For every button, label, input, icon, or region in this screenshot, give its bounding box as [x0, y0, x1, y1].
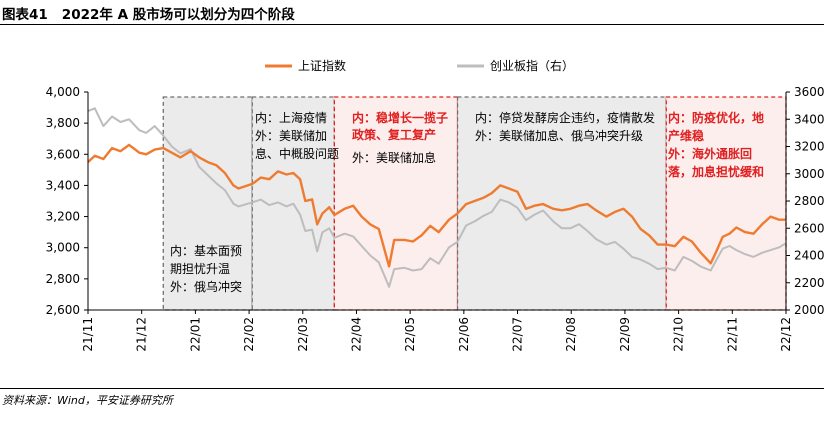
phase-2-text-line: 外：美联储加	[255, 128, 327, 143]
x-tick-label: 22/05	[403, 317, 417, 352]
figure-title-text: 2022年 A 股市场可以划分为四个阶段	[61, 7, 295, 23]
phase-4-text-line: 内：停贷发酵房企违约，疫情散发	[475, 110, 655, 125]
left-tick-label: 2,800	[46, 272, 80, 286]
phase-box-1	[162, 96, 253, 311]
right-tick-label: 3000	[794, 167, 824, 181]
phase-1-text-line: 期担忧升温	[170, 262, 230, 276]
right-tick-label: 2200	[794, 276, 824, 290]
phase-1-text-line: 外：俄乌冲突	[170, 279, 242, 294]
left-tick-label: 2,600	[46, 303, 80, 317]
title-rule	[0, 24, 824, 25]
legend-label-sse: 上证指数	[298, 58, 346, 73]
x-tick-label: 22/10	[672, 317, 686, 352]
x-tick-label: 21/11	[81, 317, 95, 352]
x-tick-label: 22/02	[242, 317, 256, 352]
legend-label-chinext: 创业板指（右）	[490, 58, 574, 73]
x-tick-label: 22/11	[725, 317, 739, 352]
chinext-index-line	[87, 107, 787, 288]
phase-5-text-line: 落，加息担忧缓和	[668, 164, 764, 179]
series-lines	[87, 107, 787, 288]
phase-2-text-line: 息、中概股问题	[255, 146, 339, 161]
left-tick-label: 3,400	[46, 178, 80, 192]
right-tick-label: 3200	[794, 140, 824, 154]
x-tick-label: 22/04	[349, 317, 363, 352]
phase-3-text-extra: 外：美联储加息	[352, 150, 436, 165]
phase-2-text-line: 内：上海疫情	[255, 110, 327, 125]
phase-1-text-line: 内：基本面预	[170, 244, 242, 258]
right-tick-label: 3600	[794, 85, 824, 99]
x-tick-label: 22/09	[618, 317, 632, 352]
x-tick-label: 22/06	[457, 317, 471, 352]
sse-index-line	[87, 143, 786, 268]
right-tick-label: 2000	[794, 303, 824, 317]
left-tick-label: 3,800	[46, 116, 80, 130]
phase-4-text-line: 外：美联储加息、俄乌冲突升级	[475, 128, 643, 143]
x-tick-label: 22/01	[188, 317, 202, 352]
right-tick-label: 3400	[794, 112, 824, 126]
x-tick-label: 22/08	[564, 317, 578, 352]
phase-5-text-line: 产维稳	[668, 128, 704, 143]
x-tick-label: 22/03	[296, 317, 310, 352]
right-tick-label: 2400	[794, 249, 824, 263]
left-tick-label: 3,000	[46, 241, 80, 255]
phase-5-text-line: 内：防疫优化，地	[668, 110, 764, 125]
phase-box-4	[456, 96, 667, 311]
chart: 4,000 3,800 3,600 3,400 3,200 3,000 2,800 2,600…	[46, 58, 824, 352]
right-tick-label: 2600	[794, 221, 824, 235]
source-note: 资料来源：Wind，平安证券研究所	[2, 394, 173, 407]
phase-5-text-line: 外：海外通胀回	[668, 146, 752, 161]
axes: 4,000 3,800 3,600 3,400 3,200 3,000 2,800 2,600…	[46, 85, 824, 352]
right-tick-label: 2800	[794, 194, 824, 208]
phase-3-text-line: 内：稳增长一揽子	[352, 110, 448, 125]
source-rule	[0, 388, 824, 389]
x-tick-label: 22/07	[511, 317, 525, 352]
phase-box-5	[665, 96, 787, 311]
x-tick-label: 22/12	[779, 317, 793, 352]
figure-title: 图表41 2022年 A 股市场可以划分为四个阶段	[2, 3, 295, 23]
x-tick-label: 21/12	[135, 317, 149, 352]
figure-number: 图表41	[2, 7, 48, 23]
left-tick-label: 4,000	[46, 85, 80, 99]
left-tick-label: 3,600	[46, 147, 80, 161]
left-tick-label: 3,200	[46, 210, 80, 224]
legend: 上证指数 创业板指（右）	[265, 58, 574, 73]
phase-boxes	[162, 96, 787, 311]
phase-3-text-line: 政策、复工复产	[352, 127, 436, 142]
phase-box-3	[333, 96, 459, 311]
